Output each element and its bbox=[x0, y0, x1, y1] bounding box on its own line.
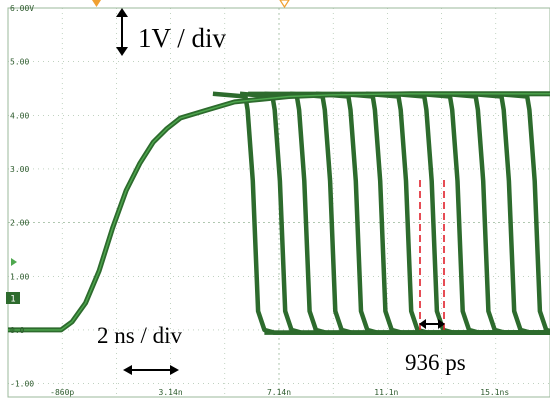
time-axis-labels: -860p 3.14n 7.14n 11.1n 15.1ns bbox=[50, 388, 509, 397]
channel-ground-marker[interactable]: 1 bbox=[6, 292, 20, 305]
x-tick-label: 3.14n bbox=[159, 388, 183, 397]
channel-number-label: 1 bbox=[10, 295, 15, 305]
time-div-label: 2 ns / div bbox=[97, 323, 182, 348]
volt-div-label: 1V / div bbox=[138, 23, 227, 53]
waveform-traces bbox=[8, 91, 550, 335]
y-tick-label: 1.00 bbox=[10, 272, 29, 281]
rising-edge-highlight bbox=[8, 93, 550, 331]
y-tick-label: 0.0 bbox=[10, 326, 25, 335]
y-tick-label: 4.00 bbox=[10, 111, 29, 120]
cursor-marker[interactable] bbox=[279, 0, 290, 9]
falling-edge-trace bbox=[340, 91, 550, 335]
x-tick-label: 7.14n bbox=[267, 388, 291, 397]
x-tick-label: 15.1ns bbox=[480, 388, 509, 397]
y-tick-label: 3.00 bbox=[10, 165, 29, 174]
y-tick-label: 2.00 bbox=[10, 219, 29, 228]
spacing-measurement: 936 ps bbox=[405, 180, 466, 375]
trigger-position-marker[interactable] bbox=[92, 0, 101, 7]
y-tick-label: 5.00 bbox=[10, 58, 29, 67]
voltage-axis-labels: 6.00V 5.00 4.00 3.00 2.00 1.00 0.0 -1.00 bbox=[10, 4, 34, 389]
y-tick-label: 6.00V bbox=[10, 4, 34, 13]
y-tick-label: -1.00 bbox=[10, 380, 34, 389]
volt-div-annotation: 1V / div bbox=[116, 8, 227, 56]
x-tick-label: 11.1n bbox=[374, 388, 398, 397]
graticule bbox=[7, 7, 550, 398]
spacing-label: 936 ps bbox=[405, 350, 466, 375]
x-tick-label: -860p bbox=[50, 388, 74, 397]
falling-edge-trace bbox=[494, 91, 550, 335]
trigger-level-marker[interactable] bbox=[11, 258, 17, 266]
time-div-annotation: 2 ns / div bbox=[97, 323, 182, 375]
falling-edge-trace bbox=[391, 91, 550, 335]
